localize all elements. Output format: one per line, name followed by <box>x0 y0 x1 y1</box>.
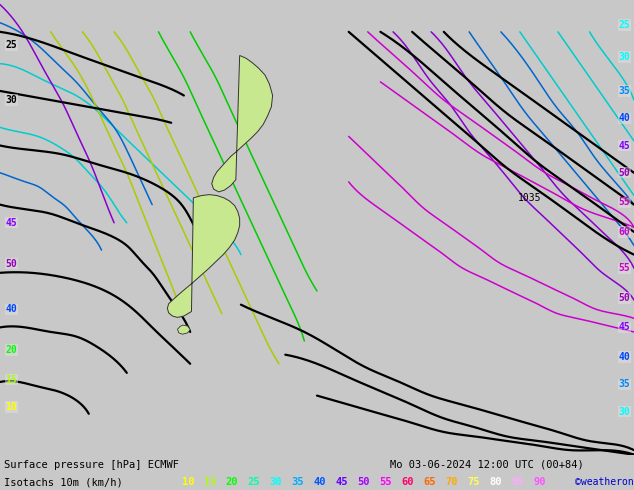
Text: 50: 50 <box>6 259 17 269</box>
Text: 45: 45 <box>6 218 17 228</box>
Text: 1035: 1035 <box>517 193 541 203</box>
Text: 25: 25 <box>248 477 260 487</box>
Text: 40: 40 <box>6 304 17 314</box>
Text: 85: 85 <box>512 477 524 487</box>
Text: 40: 40 <box>619 113 630 123</box>
Text: 30: 30 <box>269 477 282 487</box>
Text: 35: 35 <box>292 477 304 487</box>
Text: 30: 30 <box>6 95 17 105</box>
Text: 90: 90 <box>534 477 547 487</box>
Text: 10: 10 <box>6 402 17 412</box>
Text: 35: 35 <box>619 379 630 389</box>
Text: 55: 55 <box>380 477 392 487</box>
Text: 45: 45 <box>619 322 630 332</box>
Text: 80: 80 <box>489 477 502 487</box>
Text: 25: 25 <box>619 20 630 30</box>
Text: 40: 40 <box>314 477 327 487</box>
Text: 60: 60 <box>619 227 630 237</box>
Text: 45: 45 <box>336 477 348 487</box>
Text: 55: 55 <box>619 197 630 207</box>
Text: 65: 65 <box>424 477 436 487</box>
Text: Isotachs 10m (km/h): Isotachs 10m (km/h) <box>4 477 123 487</box>
Text: 70: 70 <box>446 477 458 487</box>
Text: 20: 20 <box>6 345 17 355</box>
Text: 50: 50 <box>619 168 630 178</box>
Text: 45: 45 <box>619 141 630 150</box>
Polygon shape <box>167 195 240 318</box>
Text: 35: 35 <box>619 86 630 96</box>
Text: 50: 50 <box>358 477 370 487</box>
Polygon shape <box>212 55 273 192</box>
Text: ©weatheronline.co.uk: ©weatheronline.co.uk <box>575 477 634 487</box>
Polygon shape <box>178 325 190 334</box>
Text: 55: 55 <box>619 263 630 273</box>
Text: 30: 30 <box>619 407 630 416</box>
Text: 20: 20 <box>226 477 238 487</box>
Text: 10: 10 <box>182 477 194 487</box>
Text: 15: 15 <box>6 375 17 385</box>
Text: 25: 25 <box>6 41 17 50</box>
Text: 15: 15 <box>204 477 216 487</box>
Text: Surface pressure [hPa] ECMWF: Surface pressure [hPa] ECMWF <box>4 460 179 469</box>
Text: 60: 60 <box>402 477 414 487</box>
Text: 30: 30 <box>619 52 630 62</box>
Text: 40: 40 <box>619 352 630 362</box>
Text: 75: 75 <box>468 477 480 487</box>
Text: Mo 03-06-2024 12:00 UTC (00+84): Mo 03-06-2024 12:00 UTC (00+84) <box>390 460 584 469</box>
Text: 50: 50 <box>619 293 630 303</box>
